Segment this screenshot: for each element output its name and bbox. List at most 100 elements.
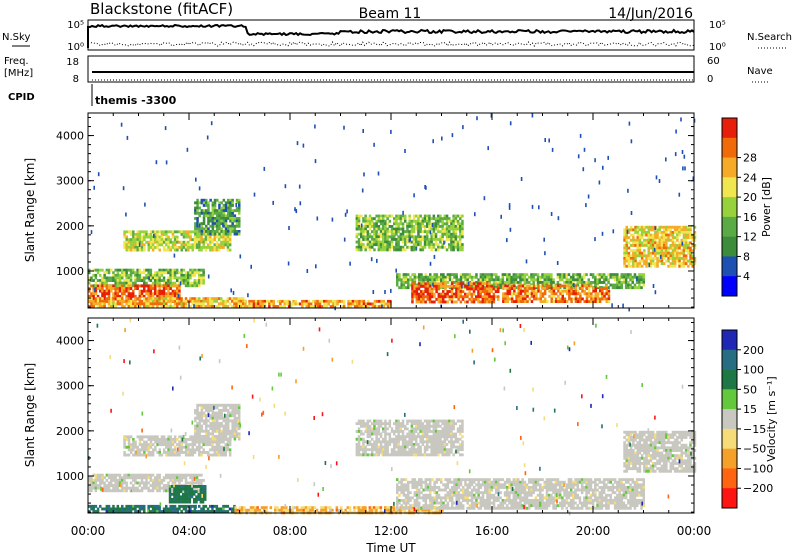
heatmap-cell: [114, 297, 117, 301]
heatmap-cell: [413, 278, 417, 282]
heatmap-cell: [554, 287, 558, 290]
heatmap-cell: [401, 248, 405, 252]
heatmap-cell: [550, 292, 553, 296]
heatmap-cell: [191, 284, 194, 288]
scatter-point: [583, 147, 586, 152]
heatmap-cell: [149, 233, 153, 236]
heatmap-cell: [569, 281, 573, 284]
heatmap-cell: [315, 508, 319, 512]
heatmap-cell: [195, 268, 199, 272]
heatmap-cell: [143, 271, 146, 275]
heatmap-cell: [633, 273, 637, 277]
heatmap-cell: [145, 292, 148, 296]
heatmap-cell: [397, 243, 400, 247]
heatmap-cell: [382, 217, 385, 221]
heatmap-cell: [176, 246, 179, 249]
heatmap-cell: [167, 287, 170, 290]
heatmap-cell: [160, 305, 164, 308]
heatmap-cell: [136, 279, 139, 282]
heatmap-cell: [605, 292, 608, 296]
heatmap-cell: [539, 284, 542, 288]
heatmap-cell: [574, 294, 578, 298]
heatmap-cell: [136, 448, 139, 452]
heatmap-cell: [472, 290, 476, 293]
heatmap-cell: [561, 289, 564, 293]
velocity-heatmap: [88, 318, 697, 516]
heatmap-cell: [488, 282, 491, 286]
heatmap-cell: [559, 289, 562, 293]
heatmap-cell: [168, 490, 172, 494]
heatmap-cell: [559, 300, 562, 303]
heatmap-cell: [162, 292, 166, 296]
heatmap-cell: [92, 289, 95, 293]
heatmap-cell: [395, 222, 398, 226]
heatmap-cell: [459, 287, 463, 291]
heatmap-cell: [632, 233, 635, 237]
heatmap-cell: [123, 438, 126, 441]
heatmap-cell: [160, 284, 164, 288]
heatmap-cell: [459, 282, 463, 286]
heatmap-cell: [156, 294, 159, 298]
heatmap-cell: [368, 217, 372, 221]
heatmap-cell: [420, 281, 423, 284]
heatmap-cell: [140, 473, 144, 477]
heatmap-cell: [601, 297, 604, 301]
heatmap-cell: [199, 495, 203, 499]
heatmap-cell: [631, 281, 634, 284]
scatter-point: [627, 188, 629, 193]
heatmap-cell: [261, 299, 264, 303]
heatmap-cell: [138, 484, 142, 487]
heatmap-cell: [475, 297, 478, 301]
heatmap-cell: [209, 246, 212, 249]
heatmap-cell: [607, 278, 610, 282]
heatmap-cell: [276, 508, 279, 512]
heatmap-cell: [136, 238, 139, 242]
heatmap-cell: [462, 273, 465, 277]
heatmap-cell: [116, 273, 120, 277]
heatmap-cell: [647, 238, 650, 242]
heatmap-cell: [127, 289, 131, 293]
heatmap-cell: [156, 279, 159, 282]
heatmap-cell: [658, 231, 661, 234]
heatmap-cell: [441, 219, 444, 223]
heatmap-cell: [665, 233, 668, 237]
heatmap-cell: [103, 273, 106, 277]
heatmap-cell: [168, 495, 172, 499]
heatmap-cell: [536, 275, 540, 279]
heatmap-cell: [441, 235, 444, 239]
heatmap-cell: [446, 300, 449, 304]
heatmap-cell: [171, 481, 175, 485]
heatmap-cell: [687, 246, 690, 250]
heatmap-cell: [272, 299, 275, 303]
heatmap-cell: [207, 435, 210, 438]
scatter-point: [206, 135, 209, 140]
heatmap-cell: [554, 284, 558, 288]
heatmap-cell: [176, 279, 179, 282]
heatmap-cell: [368, 227, 372, 231]
heatmap-cell: [386, 248, 389, 252]
heatmap-cell: [162, 302, 166, 306]
scatter-point: [93, 185, 95, 190]
heatmap-cell: [382, 222, 385, 226]
heatmap-cell: [162, 246, 166, 249]
heatmap-cell: [629, 257, 633, 260]
heatmap-cell: [479, 295, 482, 299]
heatmap-cell: [497, 287, 500, 291]
scatter-point: [525, 259, 528, 264]
heatmap-cell: [285, 302, 289, 306]
heatmap-cell: [226, 248, 230, 252]
heatmap-cell: [88, 271, 91, 275]
heatmap-cell: [574, 300, 578, 303]
heatmap-cell: [371, 305, 374, 308]
heatmap-cell: [254, 299, 258, 303]
heatmap-cell: [256, 506, 259, 510]
heatmap-cell: [461, 235, 464, 239]
heatmap-cell: [386, 243, 389, 247]
heatmap-cell: [441, 217, 444, 221]
heatmap-cell: [568, 297, 571, 301]
heatmap-cell: [165, 305, 168, 308]
heatmap-cell: [218, 427, 221, 431]
heatmap-cell: [671, 264, 675, 268]
heatmap-cell: [215, 297, 219, 301]
heatmap-cell: [428, 225, 431, 228]
